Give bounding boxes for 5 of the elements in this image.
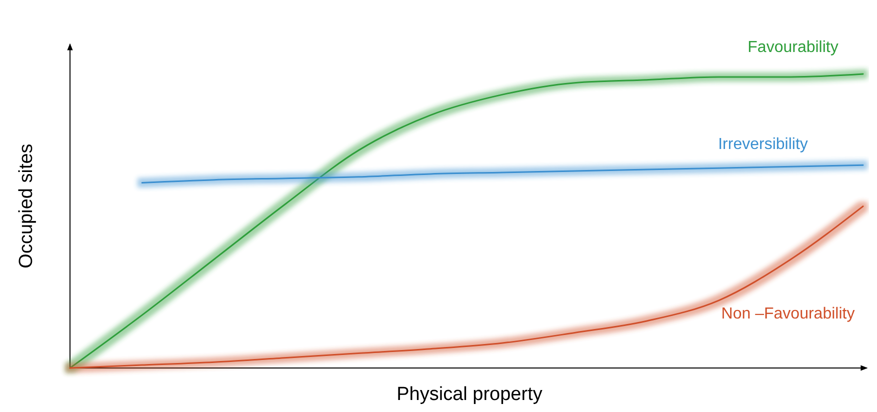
series-label: Favourability (748, 39, 838, 56)
x-axis-title: Physical property (396, 384, 543, 405)
y-axis-title: Occupied sites (16, 144, 37, 268)
series-label: Irreversibility (718, 136, 808, 154)
series-label: Non –Favourability (721, 305, 855, 322)
